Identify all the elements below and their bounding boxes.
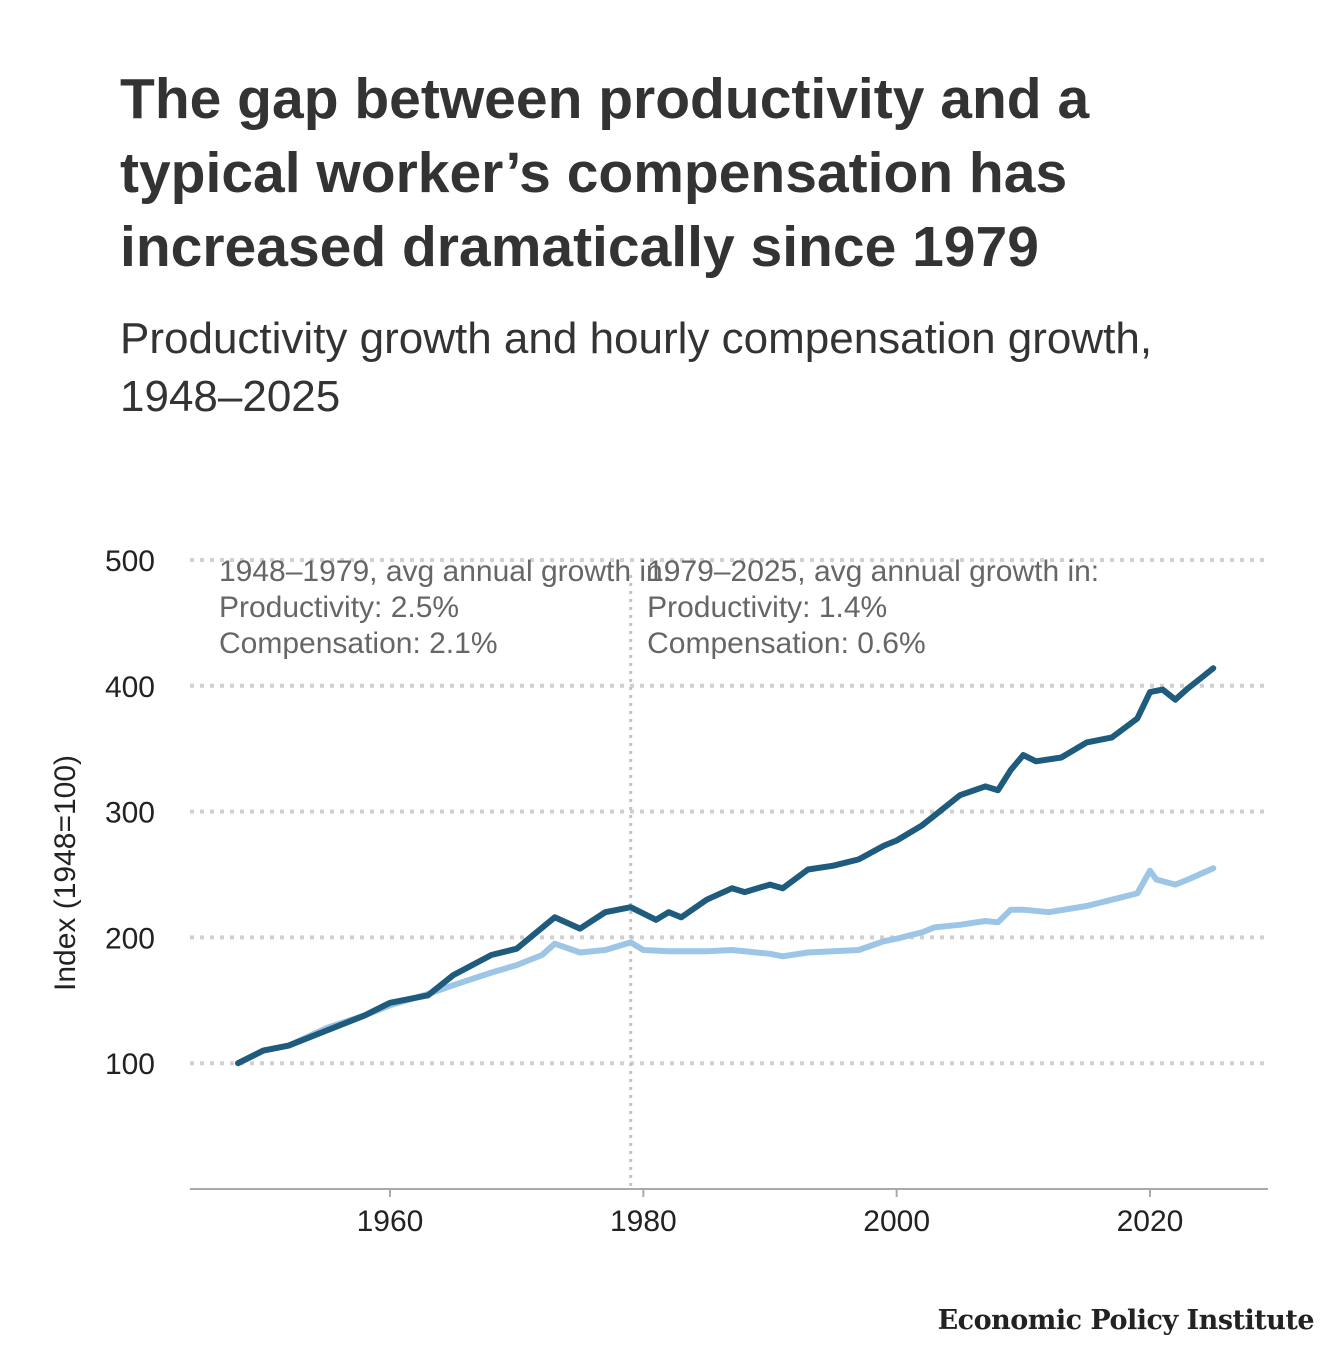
x-tick-label: 1960 bbox=[357, 1205, 424, 1238]
x-tick-label: 2020 bbox=[1117, 1205, 1184, 1238]
chart-title: The gap between productivity and a typic… bbox=[120, 67, 1090, 279]
chart-subtitle: Productivity growth and hourly compensat… bbox=[120, 314, 1153, 421]
annotation-text: Productivity: 1.4% bbox=[647, 591, 887, 624]
annotation-text: Compensation: 2.1% bbox=[219, 627, 498, 660]
y-tick-label: 200 bbox=[105, 922, 155, 955]
y-tick-label: 500 bbox=[105, 545, 155, 578]
y-tick-label: 100 bbox=[105, 1048, 155, 1081]
epi-logo: Economic Policy Institute bbox=[937, 1305, 1315, 1336]
series-line-productivity bbox=[235, 665, 1217, 1067]
annotation-text: Productivity: 2.5% bbox=[219, 591, 459, 624]
annotation-text: 1979–2025, avg annual growth in: bbox=[647, 555, 1099, 588]
y-tick-label: 300 bbox=[105, 797, 155, 830]
x-tick-label: 2000 bbox=[863, 1205, 930, 1238]
annotation-text: 1948–1979, avg annual growth in: bbox=[219, 555, 671, 588]
x-tick-label: 1980 bbox=[610, 1205, 677, 1238]
annotation-text: Compensation: 0.6% bbox=[647, 627, 926, 660]
y-tick-label: 400 bbox=[105, 671, 155, 704]
y-axis-label: Index (1948=100) bbox=[49, 755, 82, 991]
series-line-compensation bbox=[235, 865, 1217, 1067]
